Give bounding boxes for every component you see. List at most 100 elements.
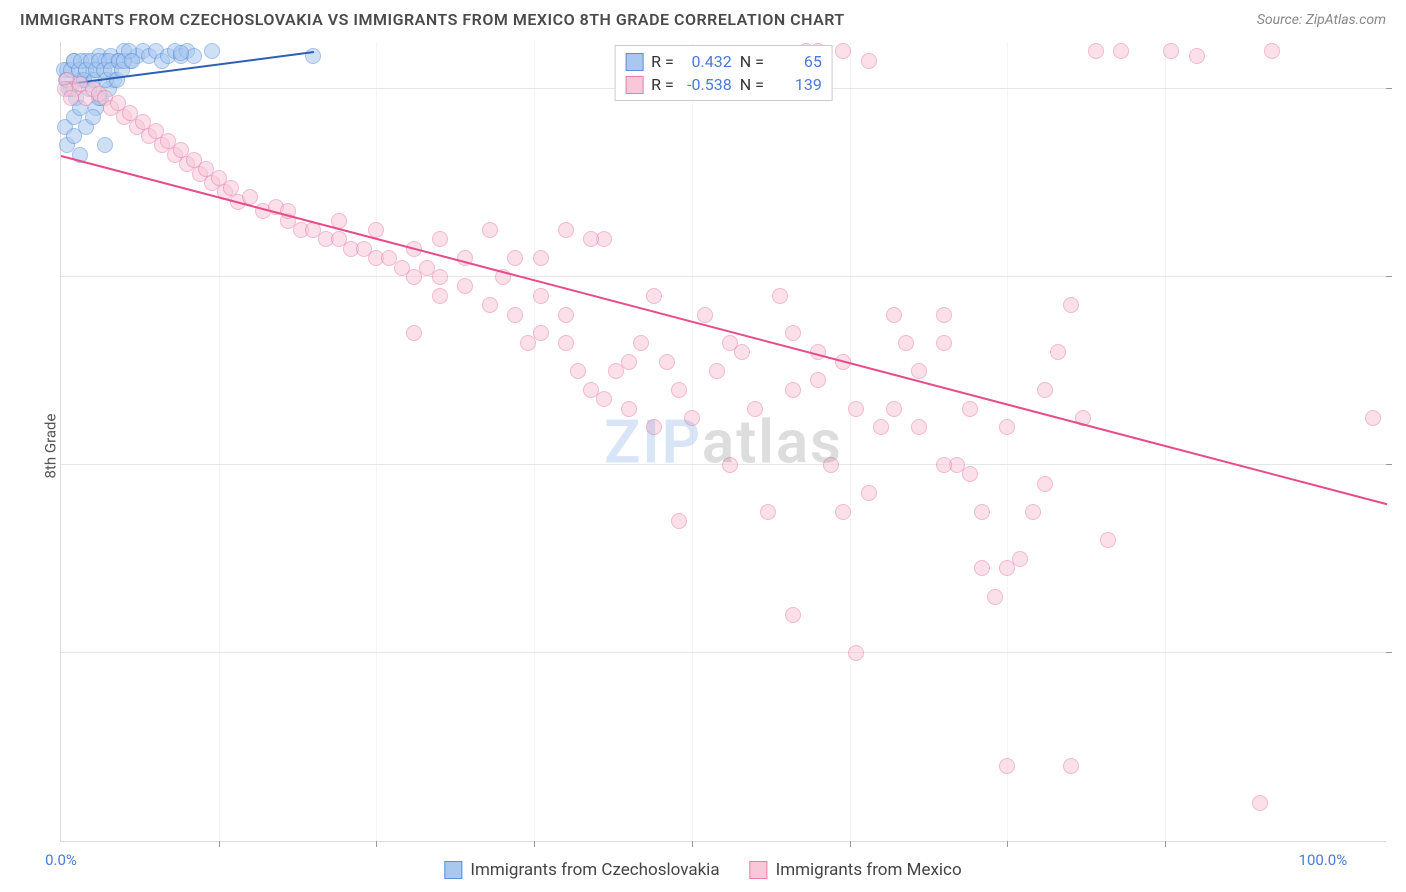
scatter-point — [1025, 504, 1041, 520]
scatter-point — [558, 222, 574, 238]
scatter-point — [962, 401, 978, 417]
scatter-point — [646, 419, 662, 435]
scatter-chart: R = 0.432 N = 65 R = -0.538 N = 139 ZIPa… — [60, 42, 1386, 842]
x-tick-label: 100.0% — [1299, 851, 1348, 869]
swatch-series-1 — [444, 861, 462, 879]
series-2-label: Immigrants from Mexico — [776, 860, 962, 880]
scatter-point — [520, 335, 536, 351]
scatter-point — [873, 419, 889, 435]
scatter-point — [785, 382, 801, 398]
gridline-vertical — [1165, 42, 1166, 841]
scatter-point — [785, 325, 801, 341]
x-tick-mark — [219, 841, 220, 847]
scatter-point — [596, 391, 612, 407]
scatter-point — [66, 128, 82, 144]
scatter-point — [1252, 795, 1268, 811]
n-value-series-2: 139 — [772, 75, 822, 94]
scatter-point — [823, 457, 839, 473]
scatter-point — [63, 90, 79, 106]
scatter-point — [684, 410, 700, 426]
y-tick-mark — [1386, 276, 1392, 277]
scatter-point — [204, 43, 220, 59]
x-tick-mark — [534, 841, 535, 847]
scatter-point — [898, 335, 914, 351]
scatter-point — [671, 382, 687, 398]
scatter-point — [772, 288, 788, 304]
scatter-point — [999, 419, 1015, 435]
scatter-point — [570, 363, 586, 379]
legend-row-series-1: R = 0.432 N = 65 — [625, 50, 822, 73]
scatter-point — [507, 250, 523, 266]
scatter-point — [785, 607, 801, 623]
scatter-point — [1365, 410, 1381, 426]
scatter-point — [886, 307, 902, 323]
swatch-series-1 — [625, 53, 643, 71]
scatter-point — [1264, 43, 1280, 59]
series-1-label: Immigrants from Czechoslovakia — [470, 860, 719, 880]
x-tick-mark — [376, 841, 377, 847]
r-label: R = — [651, 52, 674, 71]
scatter-point — [85, 109, 101, 125]
scatter-point — [709, 363, 725, 379]
scatter-point — [1050, 344, 1066, 360]
scatter-point — [722, 457, 738, 473]
gridline-vertical — [534, 42, 535, 841]
scatter-point — [999, 560, 1015, 576]
legend-row-series-2: R = -0.538 N = 139 — [625, 73, 822, 96]
legend-item-series-2: Immigrants from Mexico — [750, 860, 962, 880]
x-tick-mark — [1165, 841, 1166, 847]
scatter-point — [1100, 532, 1116, 548]
scatter-point — [432, 288, 448, 304]
scatter-point — [936, 457, 952, 473]
scatter-point — [558, 307, 574, 323]
scatter-point — [633, 335, 649, 351]
scatter-point — [1088, 43, 1104, 59]
scatter-point — [558, 335, 574, 351]
scatter-point — [911, 419, 927, 435]
scatter-point — [533, 250, 549, 266]
gridline-horizontal — [61, 276, 1386, 277]
y-tick-label: 80.0% — [1396, 268, 1406, 286]
swatch-series-2 — [625, 76, 643, 94]
scatter-point — [1063, 758, 1079, 774]
scatter-point — [962, 466, 978, 482]
scatter-point — [533, 288, 549, 304]
scatter-point — [835, 504, 851, 520]
scatter-point — [646, 288, 662, 304]
scatter-point — [987, 589, 1003, 605]
scatter-point — [697, 307, 713, 323]
x-tick-mark — [850, 841, 851, 847]
scatter-point — [886, 401, 902, 417]
scatter-point — [936, 335, 952, 351]
scatter-point — [861, 53, 877, 69]
scatter-point — [936, 307, 952, 323]
chart-title: IMMIGRANTS FROM CZECHOSLOVAKIA VS IMMIGR… — [20, 10, 845, 29]
series-legend: Immigrants from Czechoslovakia Immigrant… — [444, 860, 961, 880]
correlation-legend: R = 0.432 N = 65 R = -0.538 N = 139 — [614, 45, 833, 101]
scatter-point — [482, 297, 498, 313]
y-tick-label: 40.0% — [1396, 644, 1406, 662]
scatter-point — [1163, 43, 1179, 59]
swatch-series-2 — [750, 861, 768, 879]
scatter-point — [1037, 476, 1053, 492]
y-tick-mark — [1386, 88, 1392, 89]
scatter-point — [507, 307, 523, 323]
scatter-point — [621, 401, 637, 417]
scatter-point — [406, 325, 422, 341]
scatter-point — [621, 354, 637, 370]
scatter-point — [432, 269, 448, 285]
scatter-point — [432, 231, 448, 247]
scatter-point — [835, 43, 851, 59]
r-value-series-2: -0.538 — [682, 75, 732, 94]
y-tick-label: 100.0% — [1396, 80, 1406, 98]
scatter-point — [97, 137, 113, 153]
scatter-point — [911, 363, 927, 379]
scatter-point — [583, 231, 599, 247]
scatter-point — [810, 372, 826, 388]
n-value-series-1: 65 — [772, 52, 822, 71]
legend-item-series-1: Immigrants from Czechoslovakia — [444, 860, 719, 880]
scatter-point — [974, 560, 990, 576]
trend-line — [61, 155, 1387, 505]
y-axis-label: 8th Grade — [41, 414, 59, 479]
scatter-point — [848, 401, 864, 417]
